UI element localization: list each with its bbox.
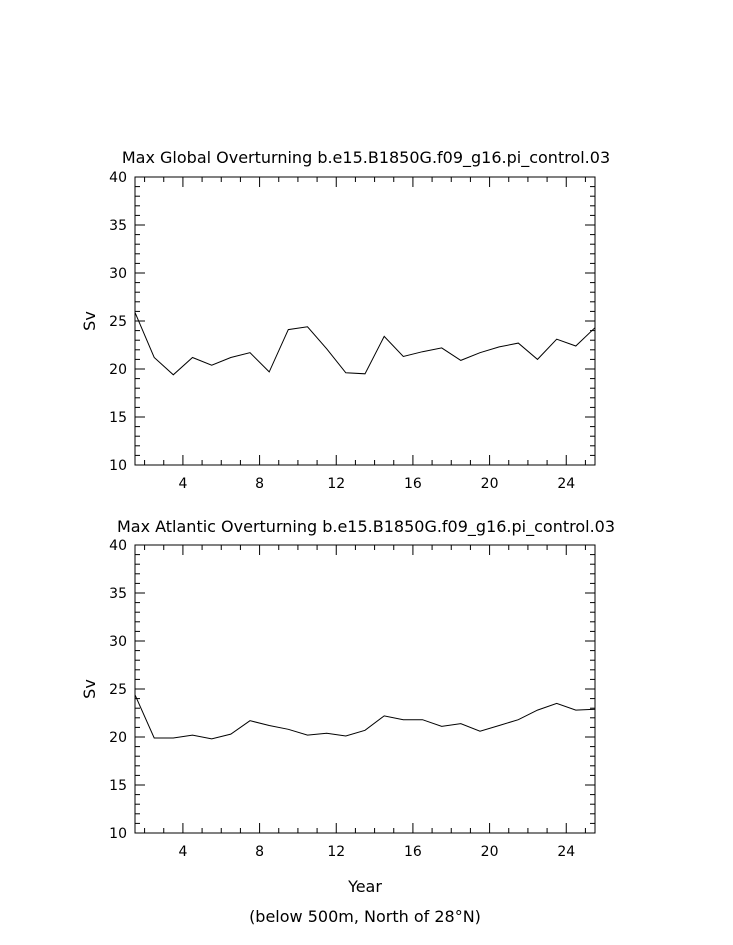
atlantic-overturning-line: [134, 694, 596, 740]
atlantic-y-axis-label: Sv: [80, 679, 99, 699]
atlantic-panel-title: Max Atlantic Overturning b.e15.B1850G.f0…: [117, 517, 615, 537]
x-tick-label: 4: [178, 476, 187, 492]
y-tick-label: 30: [109, 634, 127, 650]
atlantic-tick-labels: 4 8 12 16 20 24 10 15 20 25 30 35 40: [109, 538, 575, 860]
global-axis-ticks: [135, 176, 595, 466]
x-tick-label: 8: [255, 844, 264, 860]
atlantic-overturning-panel: Max Atlantic Overturning b.e15.B1850G.f0…: [80, 517, 615, 896]
global-tick-labels: 4 8 12 16 20 24 10 15 20 25 30 35 40: [109, 170, 575, 492]
y-tick-label: 10: [109, 458, 127, 474]
global-plot-frame: [134, 176, 596, 466]
global-y-axis-label: Sv: [80, 311, 99, 331]
y-tick-label: 15: [109, 410, 127, 426]
y-tick-label: 35: [109, 586, 127, 602]
x-tick-label: 12: [327, 476, 345, 492]
footnote: (below 500m, North of 28°N): [249, 907, 481, 926]
global-overturning-panel: Max Global Overturning b.e15.B1850G.f09_…: [80, 148, 610, 492]
y-tick-label: 10: [109, 826, 127, 842]
x-tick-label: 24: [557, 844, 575, 860]
x-tick-label: 8: [255, 476, 264, 492]
y-tick-label: 20: [109, 362, 127, 378]
atlantic-axis-ticks: [135, 544, 595, 834]
y-tick-label: 30: [109, 266, 127, 282]
global-overturning-line: [134, 312, 596, 376]
x-tick-label: 16: [404, 844, 422, 860]
x-tick-label: 16: [404, 476, 422, 492]
y-tick-label: 40: [109, 170, 127, 186]
y-tick-label: 25: [109, 314, 127, 330]
y-tick-label: 25: [109, 682, 127, 698]
x-tick-label: 24: [557, 476, 575, 492]
atlantic-plot-frame: [134, 544, 596, 834]
y-tick-label: 35: [109, 218, 127, 234]
y-tick-label: 40: [109, 538, 127, 554]
x-axis-label: Year: [347, 877, 382, 896]
x-tick-label: 20: [481, 844, 499, 860]
x-tick-label: 12: [327, 844, 345, 860]
x-tick-label: 4: [178, 844, 187, 860]
x-tick-label: 20: [481, 476, 499, 492]
global-panel-title: Max Global Overturning b.e15.B1850G.f09_…: [122, 148, 610, 168]
y-tick-label: 15: [109, 778, 127, 794]
y-tick-label: 20: [109, 730, 127, 746]
